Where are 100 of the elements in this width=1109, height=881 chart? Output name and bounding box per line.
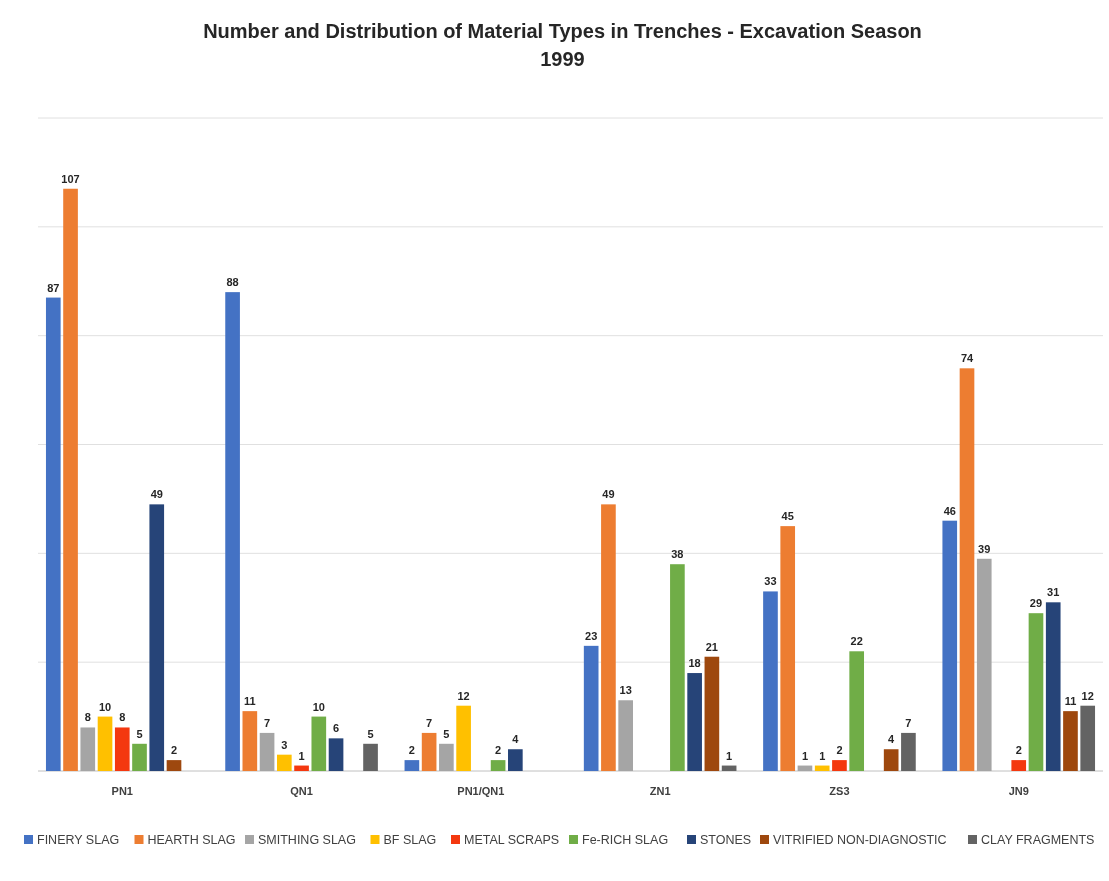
bar <box>328 738 344 771</box>
data-label: 2 <box>836 744 843 757</box>
bar <box>490 760 506 771</box>
data-label: 5 <box>367 727 374 740</box>
data-label: 74 <box>960 352 974 365</box>
data-label: 38 <box>671 548 684 561</box>
bar <box>404 760 420 771</box>
data-label: 39 <box>978 542 991 555</box>
data-label: 23 <box>585 629 598 642</box>
data-label: 11 <box>244 695 256 708</box>
data-label: 1 <box>801 749 809 762</box>
bar <box>618 700 633 771</box>
data-label: 10 <box>312 700 325 713</box>
data-label: 2 <box>495 744 502 757</box>
bar <box>259 732 275 771</box>
data-label: 2 <box>408 744 415 757</box>
data-label: 4 <box>888 733 896 746</box>
data-label: 46 <box>943 504 956 517</box>
bar <box>976 558 992 771</box>
data-label: 107 <box>61 172 80 185</box>
data-label: 29 <box>1029 597 1043 610</box>
data-label: 1 <box>819 749 826 762</box>
bar <box>45 297 61 771</box>
bar <box>363 743 378 771</box>
data-label: 12 <box>1081 689 1094 702</box>
data-label: 2 <box>1015 744 1022 757</box>
data-label: 13 <box>619 684 632 697</box>
bar <box>583 645 599 771</box>
bar <box>780 526 796 771</box>
chart-title: Number and Distribution of Material Types in Trenches - Excavation Season 1999 <box>203 20 922 70</box>
bar <box>959 368 975 771</box>
bar <box>114 727 130 771</box>
x-tick-label: ZN1 <box>649 785 671 797</box>
legend-label: FINERY SLAG <box>37 833 120 847</box>
data-label: 1 <box>298 749 305 762</box>
data-label: 22 <box>850 635 863 648</box>
data-label: 7 <box>264 716 271 729</box>
data-label: 2 <box>170 744 178 757</box>
bar <box>225 292 240 771</box>
data-label: 1 <box>726 749 733 762</box>
data-label: 7 <box>905 716 912 729</box>
data-label: 4 <box>512 733 520 746</box>
bar <box>439 743 454 771</box>
bar <box>166 760 182 771</box>
data-label: 5 <box>443 727 450 740</box>
bar <box>421 732 437 771</box>
bar <box>97 716 113 771</box>
data-label: 21 <box>705 640 718 653</box>
data-label: 45 <box>781 510 794 523</box>
legend-label: HEARTH SLAG <box>147 833 236 847</box>
data-label: 8 <box>119 711 126 724</box>
bar <box>942 520 958 771</box>
x-tick-label: QN1 <box>290 785 313 797</box>
bar <box>242 711 258 771</box>
bar <box>763 591 778 771</box>
bar <box>149 504 165 771</box>
data-label: 8 <box>84 711 91 724</box>
x-tick-label: PN1/QN1 <box>457 785 505 797</box>
legend-label: METAL SCRAPS <box>464 833 560 847</box>
bar <box>132 743 147 771</box>
x-tick-label: PN1 <box>111 785 133 797</box>
data-label: 5 <box>136 727 143 740</box>
data-label: 87 <box>47 281 60 294</box>
bar <box>508 749 523 771</box>
data-label: 10 <box>98 700 112 713</box>
data-label: 31 <box>1047 586 1060 599</box>
bar <box>814 765 830 771</box>
bar <box>849 651 865 771</box>
data-label: 18 <box>688 657 701 670</box>
legend-label: VITRIFIED NON-DIAGNOSTIC <box>773 833 947 847</box>
bar <box>704 656 720 771</box>
legend-label: CLAY FRAGMENTS <box>981 833 1095 847</box>
data-label: 33 <box>764 575 777 588</box>
x-tick-label: JN9 <box>1008 785 1029 797</box>
bar <box>1011 760 1027 771</box>
bar <box>1045 602 1061 771</box>
data-label: 49 <box>602 488 615 501</box>
bar <box>1080 705 1096 771</box>
bar <box>687 673 702 771</box>
bar <box>294 765 309 771</box>
bar <box>1063 711 1078 771</box>
data-label: 7 <box>426 716 433 729</box>
data-label: 88 <box>226 276 239 289</box>
data-label: 11 <box>1064 695 1077 708</box>
data-label: 3 <box>281 738 288 751</box>
bar <box>311 716 327 771</box>
x-tick-label: ZS3 <box>829 785 850 797</box>
bar <box>80 727 96 771</box>
bar <box>901 732 916 771</box>
legend-label: Fe-RICH SLAG <box>582 833 669 847</box>
legend-label: STONES <box>700 833 752 847</box>
bar <box>670 564 685 771</box>
legend-label: BF SLAG <box>383 833 437 847</box>
bar <box>832 760 847 771</box>
legend-label: SMITHING SLAG <box>258 833 356 847</box>
bar <box>1028 613 1044 771</box>
bar <box>601 504 616 771</box>
bar <box>456 705 471 771</box>
data-label: 6 <box>332 722 340 735</box>
bar <box>63 188 78 771</box>
